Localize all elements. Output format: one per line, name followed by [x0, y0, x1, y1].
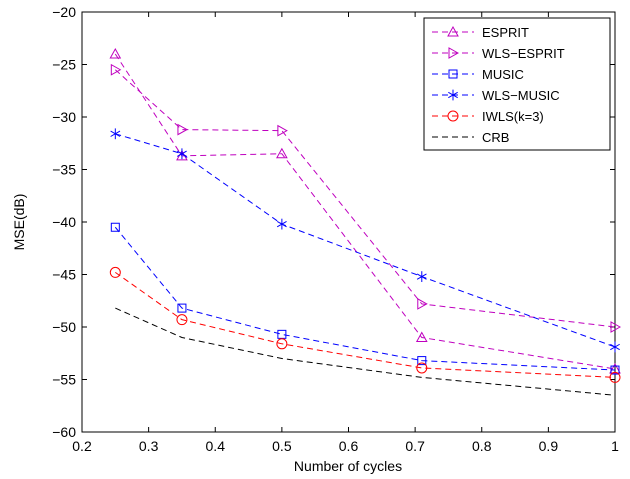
y-tick-label: −45	[52, 267, 76, 283]
legend-marker	[447, 110, 459, 122]
x-tick-label: 0.2	[72, 438, 92, 454]
data-point	[177, 148, 187, 160]
asterisk-stroke	[110, 130, 121, 137]
data-point	[610, 341, 620, 353]
legend-label: MUSIC	[482, 67, 524, 82]
data-point	[610, 365, 620, 375]
y-tick-label: −25	[52, 57, 76, 73]
y-tick-label: −40	[52, 214, 76, 230]
x-tick-label: 0.6	[339, 438, 359, 454]
legend-box	[423, 17, 611, 151]
legend-entry: WLS−ESPRIT	[432, 46, 565, 61]
series-iwls-k-3-	[109, 266, 621, 383]
legend: ESPRIT WLS−ESPRIT MUSIC WLS−MUSIC IWLS(k=3) C…	[423, 17, 611, 151]
x-tick-label: 0.9	[539, 438, 559, 454]
legend-entry: WLS−MUSIC	[432, 88, 560, 103]
series-layer	[109, 47, 622, 396]
data-point	[609, 362, 621, 374]
legend-label: WLS−ESPRIT	[482, 46, 565, 61]
series-wls-esprit	[110, 63, 622, 333]
data-point	[109, 266, 121, 278]
legend-entry: MUSIC	[432, 67, 524, 82]
data-point	[176, 314, 188, 326]
data-point	[277, 124, 288, 137]
x-tick-label: 0.5	[272, 438, 292, 454]
legend-entry: IWLS(k=3)	[432, 109, 544, 124]
series-line	[114, 226, 616, 371]
y-axis-label: MSE(dB)	[11, 194, 27, 251]
legend-label: CRB	[482, 130, 509, 145]
data-point	[110, 222, 120, 232]
data-point	[416, 271, 427, 282]
legend-marker	[448, 69, 458, 79]
y-tick-label: −60	[52, 424, 76, 440]
y-tick-label: −55	[52, 372, 76, 388]
legend-marker	[448, 89, 458, 101]
data-point	[416, 362, 428, 374]
series-esprit	[109, 47, 621, 374]
legend-entry: CRB	[432, 130, 509, 145]
x-tick-label: 1	[611, 438, 619, 454]
data-point	[109, 47, 122, 59]
legend-entry: ESPRIT	[432, 25, 529, 40]
x-tick-label: 0.3	[139, 438, 159, 454]
data-point	[110, 63, 122, 76]
x-tick-label: 0.8	[472, 438, 492, 454]
data-point	[417, 298, 428, 310]
series-line	[115, 307, 616, 396]
data-point	[609, 371, 621, 383]
series-line	[114, 53, 616, 370]
x-tick-label: 0.7	[405, 438, 425, 454]
data-point	[276, 218, 287, 230]
asterisk-stroke	[276, 220, 287, 228]
data-point	[177, 303, 187, 313]
data-point	[610, 321, 622, 333]
data-point	[417, 356, 427, 366]
y-tick-label: −30	[52, 109, 76, 125]
ticks: 0.2 0.3 0.4 0.5 0.6 0.7 0.8 0.9 1 −60 −55 −50 −45 −40…	[52, 4, 619, 454]
x-tick-label: 0.4	[206, 438, 226, 454]
data-point	[276, 338, 288, 350]
asterisk-stroke	[177, 150, 187, 157]
y-tick-label: −20	[52, 4, 76, 20]
y-tick-label: −50	[52, 319, 76, 335]
legend-label: IWLS(k=3)	[482, 109, 544, 124]
y-tick-label: −35	[52, 162, 76, 178]
data-point	[276, 147, 288, 159]
asterisk-stroke	[416, 273, 427, 280]
legend-marker	[447, 25, 459, 37]
series-wls-music	[110, 128, 620, 353]
asterisk-stroke	[448, 91, 458, 99]
series-crb	[115, 307, 616, 396]
legend-label: ESPRIT	[482, 25, 529, 40]
legend-label: WLS−MUSIC	[482, 88, 560, 103]
data-point	[415, 331, 428, 342]
data-point	[177, 123, 188, 136]
series-line	[115, 271, 616, 378]
legend-marker	[448, 47, 460, 59]
data-point	[110, 128, 121, 140]
asterisk-stroke	[610, 343, 620, 351]
x-axis-label: Number of cycles	[294, 458, 402, 474]
